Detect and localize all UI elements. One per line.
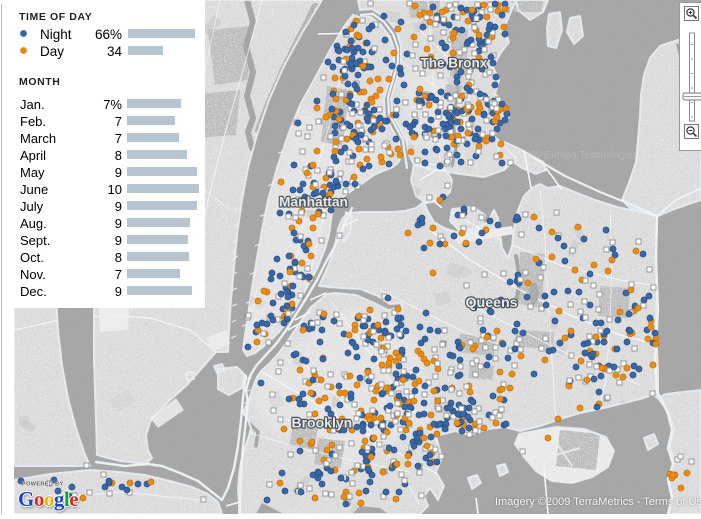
svg-text:The Bronx: The Bronx [421, 55, 488, 70]
svg-text:Queens: Queens [466, 295, 518, 311]
svg-text:©2009 Europa Technologies: ©2009 Europa Technologies [512, 150, 638, 161]
svg-text:Brooklyn: Brooklyn [292, 414, 353, 430]
svg-text:Manhattan: Manhattan [279, 195, 348, 210]
